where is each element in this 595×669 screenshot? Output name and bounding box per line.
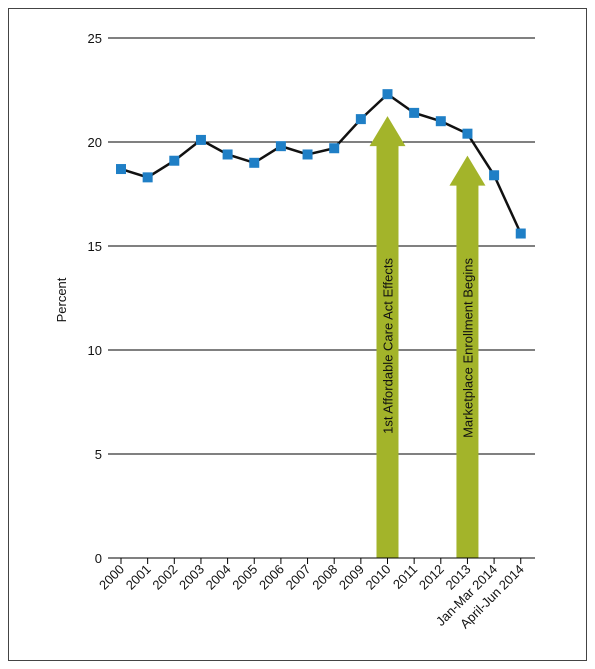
x-tick-label: 2001	[123, 562, 154, 593]
x-tick-label: 2007	[283, 562, 314, 593]
y-tick-label: 15	[88, 239, 102, 254]
point	[195, 134, 206, 145]
point	[116, 164, 126, 175]
x-tick-label: 2004	[203, 562, 234, 593]
point	[169, 155, 180, 166]
x-tick-label: 2002	[149, 562, 180, 593]
y-tick-label: 25	[88, 31, 102, 46]
point	[329, 143, 340, 154]
point	[435, 116, 446, 127]
point	[382, 89, 393, 100]
point	[142, 172, 153, 183]
point	[489, 170, 500, 181]
series-line	[120, 92, 522, 235]
y-tick-label: 20	[88, 135, 102, 150]
point	[409, 107, 420, 118]
point	[222, 149, 233, 160]
y-tick-label: 10	[88, 343, 102, 358]
point	[249, 157, 260, 168]
frame	[8, 8, 587, 661]
x-tick-label: 2005	[229, 562, 260, 593]
x-tick-label: 2011	[390, 562, 420, 592]
annotation-arrow	[369, 116, 406, 558]
x-tick-label: 2006	[256, 562, 287, 593]
annotation-text: 1st Affordable Care Act Effects	[381, 258, 396, 434]
point	[275, 141, 286, 152]
x-tick-label: 2012	[416, 562, 447, 593]
point	[355, 114, 366, 125]
y-tick-label: 0	[95, 551, 102, 566]
point	[515, 228, 526, 239]
annotation-arrow	[449, 155, 486, 558]
annotation-text: Marketplace Enrollment Begins	[460, 258, 475, 438]
y-axis-label: Percent	[54, 277, 69, 322]
x-tick-label: 2003	[176, 562, 207, 593]
point	[302, 149, 313, 160]
x-tick-label: 2009	[336, 562, 367, 593]
point	[462, 128, 473, 139]
y-tick-label: 5	[95, 447, 102, 462]
x-tick-label: 2000	[96, 562, 127, 593]
x-tick-label: 2008	[309, 562, 340, 593]
x-tick-label: 2010	[363, 562, 394, 593]
